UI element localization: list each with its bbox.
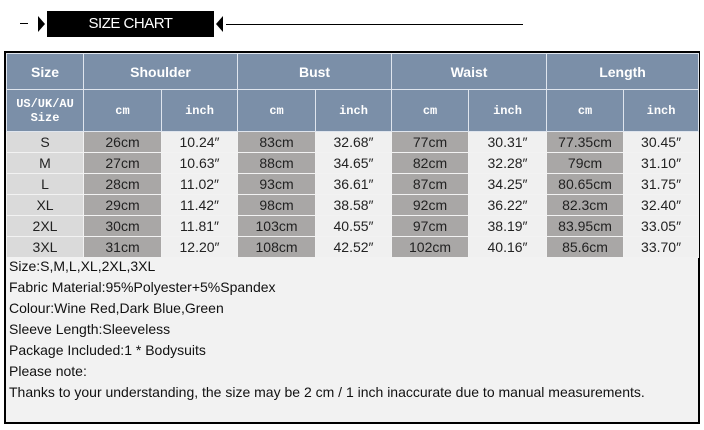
table-row: L 28cm 11.02″ 93cm 36.61″ 87cm 34.25″ 80.65cm 31… [6, 173, 700, 195]
note-line: Size:S,M,L,XL,2XL,3XL [9, 258, 156, 274]
cm-cell: 83cm [237, 131, 317, 153]
cm-cell: 29cm [83, 194, 162, 216]
cm-cell: 82cm [391, 152, 470, 174]
size-cell: S [6, 131, 84, 153]
table-row: S 26cm 10.24″ 83cm 32.68″ 77cm 30.31″ 77.35cm 30… [6, 131, 700, 153]
size-cell: L [6, 173, 84, 195]
header-cm: cm [546, 89, 625, 132]
inch-cell: 36.22″ [468, 194, 548, 216]
header-inch: inch [315, 89, 393, 132]
inch-cell: 30.45″ [623, 131, 700, 153]
note-line: Colour:Wine Red,Dark Blue,Green [9, 300, 224, 316]
header-cm: cm [391, 89, 470, 132]
size-cell: 2XL [6, 215, 84, 237]
header-inch: inch [623, 89, 700, 132]
cm-cell: 31cm [83, 236, 162, 258]
header-bust: Bust [237, 53, 393, 90]
cm-cell: 77.35cm [546, 131, 625, 153]
header-waist: Waist [391, 53, 548, 90]
inch-cell: 33.70″ [623, 236, 700, 258]
cm-cell: 92cm [391, 194, 470, 216]
cm-cell: 28cm [83, 173, 162, 195]
cm-cell: 87cm [391, 173, 470, 195]
size-chart-frame: Size Shoulder Bust Waist Length US/UK/AU… [4, 51, 700, 424]
inch-cell: 32.68″ [315, 131, 393, 153]
inch-cell: 11.02″ [160, 173, 239, 195]
inch-cell: 12.20″ [160, 236, 239, 258]
cm-cell: 80.65cm [546, 173, 625, 195]
banner-line-right [226, 24, 523, 25]
table-row: XL 29cm 11.42″ 98cm 38.58″ 92cm 36.22″ 82.3cm 32… [6, 194, 700, 216]
cm-cell: 102cm [391, 236, 470, 258]
table-row: M 27cm 10.63″ 88cm 34.65″ 82cm 32.28″ 79cm 31.10… [6, 152, 700, 174]
size-cell: XL [6, 194, 84, 216]
note-line: Sleeve Length:Sleeveless [9, 321, 171, 337]
inch-cell: 10.24″ [160, 131, 239, 153]
inch-cell: 32.40″ [623, 194, 700, 216]
cm-cell: 82.3cm [546, 194, 625, 216]
cm-cell: 93cm [237, 173, 317, 195]
cm-cell: 30cm [83, 215, 162, 237]
size-cell: M [6, 152, 84, 174]
size-cell: 3XL [6, 236, 84, 258]
note-line: Thanks to your understanding, the size m… [9, 384, 645, 400]
header-size: Size [6, 53, 84, 90]
cm-cell: 88cm [237, 152, 317, 174]
inch-cell: 31.10″ [623, 152, 700, 174]
note-line: Fabric Material:95%Polyester+5%Spandex [9, 279, 276, 295]
inch-cell: 40.16″ [468, 236, 548, 258]
inch-cell: 40.55″ [315, 215, 393, 237]
cm-cell: 97cm [391, 215, 470, 237]
header-cm: cm [237, 89, 317, 132]
inch-cell: 10.63″ [160, 152, 239, 174]
table-row: 2XL 30cm 11.81″ 103cm 40.55″ 97cm 38.19″ 83.95c… [6, 215, 700, 237]
cm-cell: 98cm [237, 194, 317, 216]
inch-cell: 34.25″ [468, 173, 548, 195]
header-cm: cm [83, 89, 162, 132]
inch-cell: 31.75″ [623, 173, 700, 195]
product-notes: Size:S,M,L,XL,2XL,3XL Fabric Material:95%… [9, 256, 645, 403]
cm-cell: 26cm [83, 131, 162, 153]
cm-cell: 27cm [83, 152, 162, 174]
inch-cell: 38.19″ [468, 215, 548, 237]
header-length: Length [546, 53, 700, 90]
inch-cell: 38.58″ [315, 194, 393, 216]
cm-cell: 103cm [237, 215, 317, 237]
inch-cell: 33.05″ [623, 215, 700, 237]
header-inch: inch [468, 89, 548, 132]
inch-cell: 34.65″ [315, 152, 393, 174]
cm-cell: 77cm [391, 131, 470, 153]
inch-cell: 30.31″ [468, 131, 548, 153]
inch-cell: 11.81″ [160, 215, 239, 237]
note-line: Please note: [9, 363, 87, 379]
inch-cell: 11.42″ [160, 194, 239, 216]
cm-cell: 83.95cm [546, 215, 625, 237]
note-line: Package Included:1 * Bodysuits [9, 342, 206, 358]
header-inch: inch [160, 89, 239, 132]
header-size-region: US/UK/AU Size [6, 89, 84, 132]
table-row: 3XL 31cm 12.20″ 108cm 42.52″ 102cm 40.16″ 85.6c… [6, 236, 700, 258]
cm-cell: 108cm [237, 236, 317, 258]
inch-cell: 42.52″ [315, 236, 393, 258]
size-chart-banner: SIZE CHART [38, 11, 223, 37]
cm-cell: 85.6cm [546, 236, 625, 258]
banner-line-left [20, 23, 28, 24]
inch-cell: 36.61″ [315, 173, 393, 195]
cm-cell: 79cm [546, 152, 625, 174]
header-shoulder: Shoulder [82, 53, 239, 90]
inch-cell: 32.28″ [468, 152, 548, 174]
size-table: Size Shoulder Bust Waist Length US/UK/AU… [6, 53, 700, 258]
